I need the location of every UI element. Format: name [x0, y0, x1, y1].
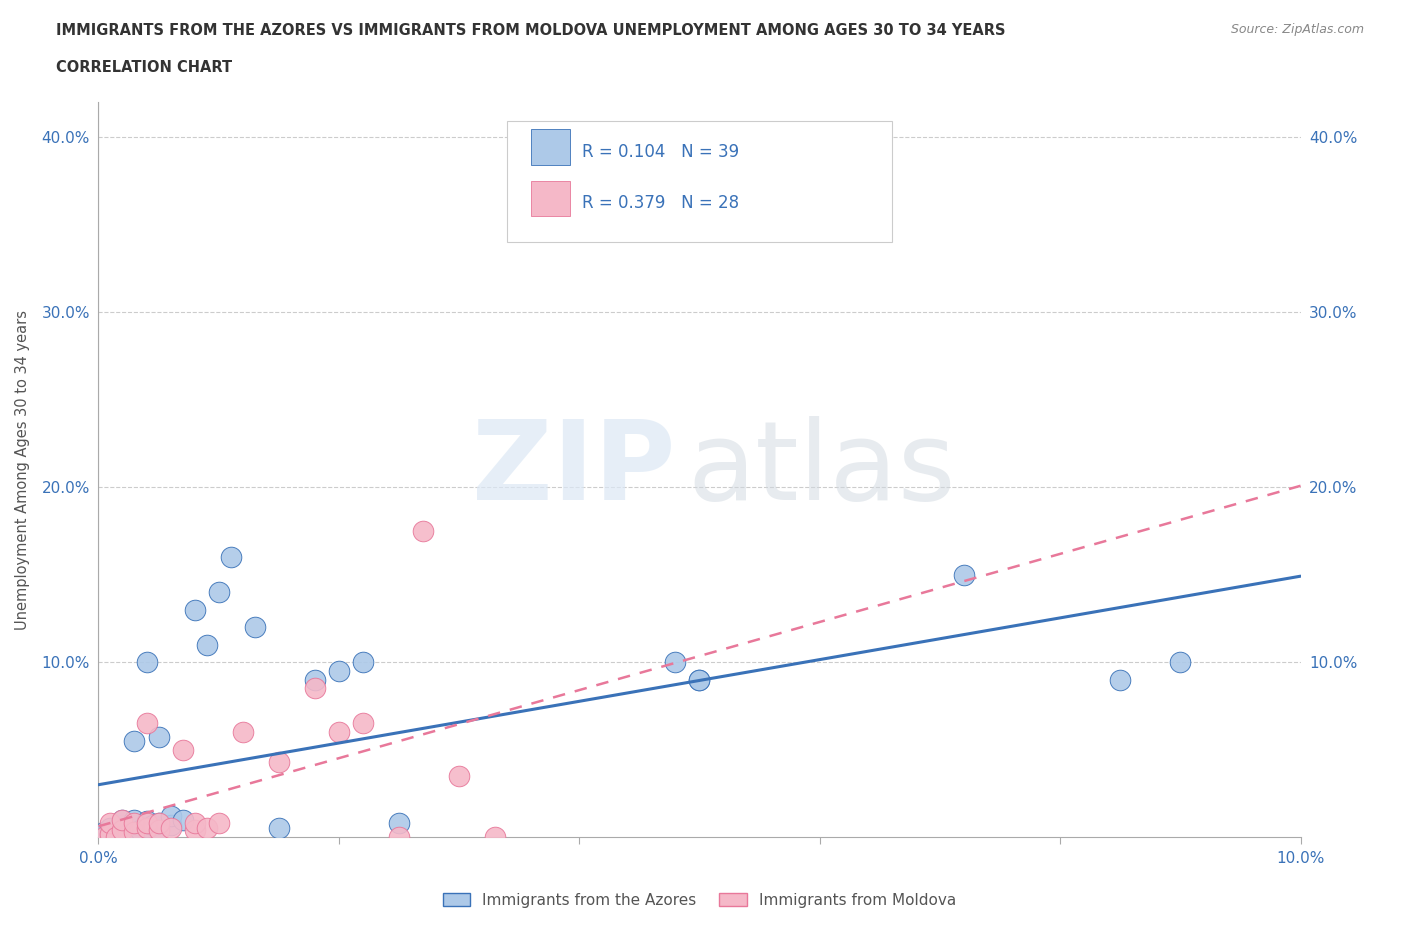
Point — [689, 672, 711, 687]
Point — [148, 816, 170, 830]
Point — [124, 734, 146, 749]
Point — [352, 655, 374, 670]
Point — [195, 637, 218, 652]
Point — [100, 816, 122, 830]
Text: Source: ZipAtlas.com: Source: ZipAtlas.com — [1230, 23, 1364, 36]
Point — [105, 830, 128, 844]
Point — [953, 567, 976, 582]
Point — [135, 716, 157, 731]
Point — [267, 754, 290, 769]
Point — [117, 826, 139, 841]
Point — [388, 816, 411, 830]
Point — [243, 619, 266, 634]
Point — [124, 822, 146, 837]
Point — [105, 830, 128, 844]
Point — [148, 816, 170, 830]
Point — [100, 828, 122, 843]
Legend: Immigrants from the Azores, Immigrants from Moldova: Immigrants from the Azores, Immigrants f… — [436, 886, 963, 914]
Point — [124, 812, 146, 827]
Point — [135, 821, 157, 836]
Y-axis label: Unemployment Among Ages 30 to 34 years: Unemployment Among Ages 30 to 34 years — [15, 310, 31, 630]
Point — [141, 817, 163, 832]
Point — [1109, 672, 1132, 687]
Point — [267, 821, 290, 836]
Point — [352, 716, 374, 731]
Point — [447, 768, 470, 783]
FancyBboxPatch shape — [508, 121, 891, 242]
Point — [219, 550, 242, 565]
Text: CORRELATION CHART: CORRELATION CHART — [56, 60, 232, 75]
Point — [412, 524, 434, 538]
Text: ZIP: ZIP — [472, 416, 675, 524]
Point — [183, 602, 205, 617]
Point — [664, 655, 686, 670]
Point — [135, 814, 157, 829]
Point — [111, 822, 134, 837]
FancyBboxPatch shape — [531, 181, 569, 216]
Point — [1170, 655, 1192, 670]
Point — [124, 824, 146, 839]
Point — [129, 822, 152, 837]
Point — [328, 663, 350, 678]
Point — [135, 816, 157, 830]
Point — [100, 821, 122, 836]
Point — [183, 822, 205, 837]
Point — [135, 819, 157, 834]
Text: IMMIGRANTS FROM THE AZORES VS IMMIGRANTS FROM MOLDOVA UNEMPLOYMENT AMONG AGES 30: IMMIGRANTS FROM THE AZORES VS IMMIGRANTS… — [56, 23, 1005, 38]
Point — [159, 808, 181, 823]
Point — [148, 822, 170, 837]
Point — [208, 585, 231, 600]
Text: atlas: atlas — [688, 416, 956, 524]
Point — [124, 816, 146, 830]
Point — [124, 817, 146, 832]
Point — [148, 822, 170, 837]
Point — [484, 830, 506, 844]
Text: R = 0.104   N = 39: R = 0.104 N = 39 — [582, 142, 738, 161]
Point — [208, 816, 231, 830]
Point — [93, 830, 115, 844]
Point — [195, 821, 218, 836]
FancyBboxPatch shape — [531, 129, 569, 165]
Point — [148, 730, 170, 745]
Point — [100, 826, 122, 841]
Point — [111, 812, 134, 827]
Point — [304, 672, 326, 687]
Point — [135, 655, 157, 670]
Point — [159, 821, 181, 836]
Point — [111, 822, 134, 837]
Point — [172, 742, 194, 757]
Point — [159, 817, 181, 832]
Point — [93, 824, 115, 839]
Point — [232, 724, 254, 739]
Point — [328, 724, 350, 739]
Point — [304, 681, 326, 696]
Point — [111, 817, 134, 832]
Text: R = 0.379   N = 28: R = 0.379 N = 28 — [582, 194, 738, 212]
Point — [111, 812, 134, 827]
Point — [172, 812, 194, 827]
Point — [689, 672, 711, 687]
Point — [183, 816, 205, 830]
Point — [388, 830, 411, 844]
